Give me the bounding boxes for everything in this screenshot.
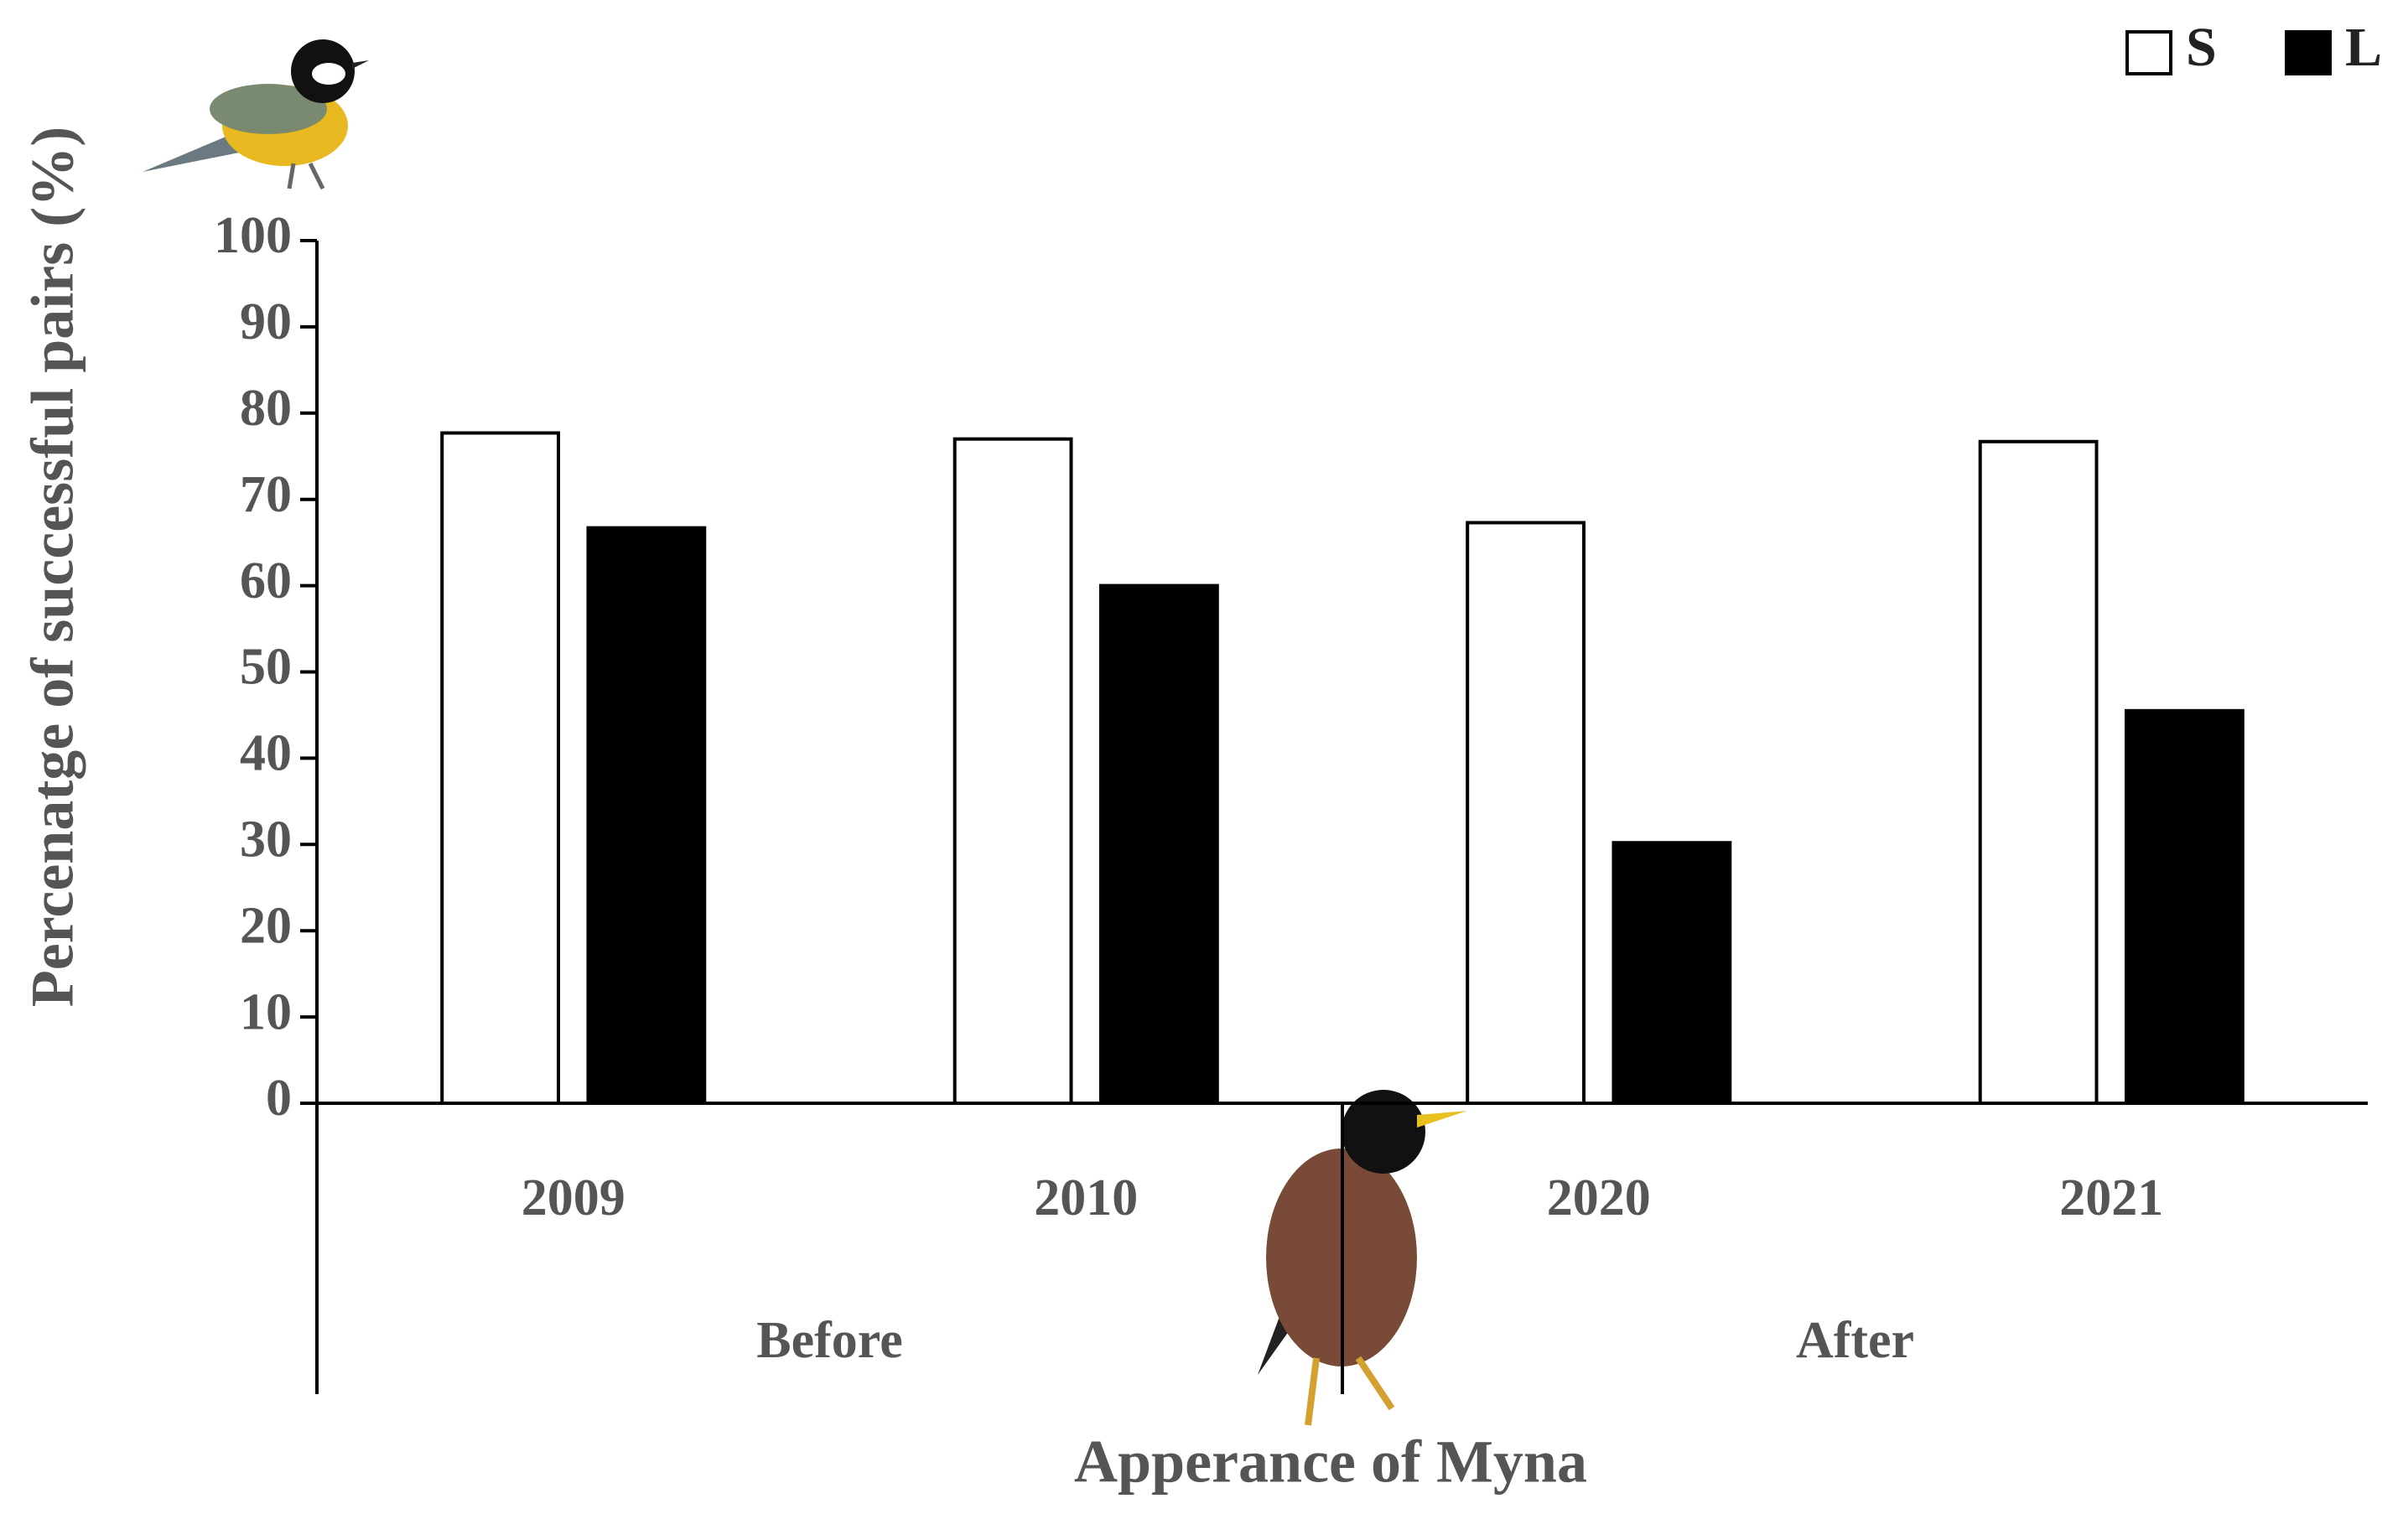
legend-swatch <box>2125 30 2172 75</box>
x-axis-title: Apperance of Myna <box>1074 1429 1587 1496</box>
x-tick-label: 2021 <box>2059 1169 2163 1226</box>
y-tick-label: 30 <box>240 811 292 869</box>
y-tick-label: 50 <box>240 639 292 696</box>
myna-image <box>1258 1090 1467 1426</box>
x-tick-label: 2010 <box>1034 1169 1138 1226</box>
y-tick-label: 80 <box>240 380 292 437</box>
x-tick-label: 2009 <box>522 1169 625 1226</box>
bar <box>1978 439 2099 1105</box>
y-tick-label: 100 <box>214 207 292 264</box>
y-tick-label: 40 <box>240 725 292 782</box>
great-tit-image <box>143 39 369 190</box>
bar <box>586 526 707 1105</box>
bar <box>2124 708 2245 1105</box>
legend-label: S <box>2186 17 2217 78</box>
bar <box>440 431 561 1105</box>
bar <box>1098 583 1219 1105</box>
y-tick-label: 0 <box>266 1070 292 1127</box>
bar <box>952 437 1073 1105</box>
bar <box>1612 841 1732 1105</box>
y-axis-title: Percenatge of successful pairs (%) <box>19 127 86 1007</box>
y-tick-label: 20 <box>240 897 292 954</box>
legend-label: L <box>2345 17 2382 78</box>
x-tick-label: 2020 <box>1547 1169 1651 1226</box>
y-tick-label: 90 <box>240 293 292 350</box>
y-tick-label: 70 <box>240 466 292 523</box>
bar <box>1466 521 1586 1105</box>
group-label: After <box>1796 1312 1914 1369</box>
legend-swatch <box>2285 30 2332 75</box>
y-tick-label: 60 <box>240 552 292 609</box>
y-tick-label: 10 <box>240 983 292 1040</box>
group-label: Before <box>756 1312 902 1369</box>
